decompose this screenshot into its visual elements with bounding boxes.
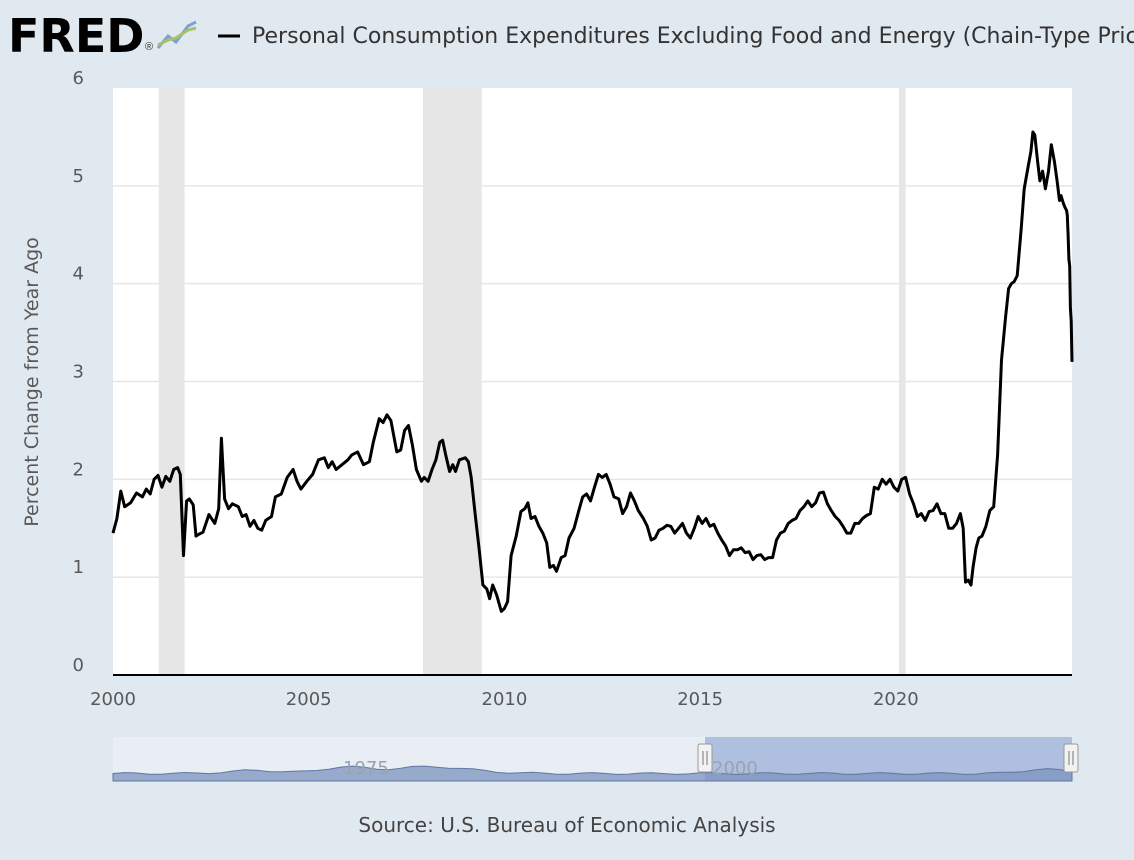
- navigator-left-handle[interactable]: [697, 743, 713, 773]
- legend: Personal Consumption Expenditures Exclud…: [218, 24, 1134, 49]
- x-tick-label-2010: 2010: [482, 689, 528, 710]
- y-tick-label-0: 0: [73, 655, 84, 676]
- line-chart-icon: [156, 18, 197, 50]
- y-tick-label-1: 1: [73, 557, 84, 578]
- x-tick-label-2005: 2005: [286, 689, 332, 710]
- y-axis-ticks: 0 1 2 3 4 5 6: [73, 68, 84, 676]
- source-note: Source: U.S. Bureau of Economic Analysis: [358, 813, 775, 837]
- y-tick-label-3: 3: [73, 362, 84, 383]
- navigator[interactable]: 1975 2000: [112, 737, 1079, 782]
- y-tick-label-2: 2: [73, 459, 84, 480]
- fred-logo[interactable]: FRED ®: [8, 9, 197, 63]
- navigator-label-1975: 1975: [343, 758, 389, 779]
- x-tick-label-2020: 2020: [873, 689, 919, 710]
- navigator-label-2000: 2000: [712, 758, 758, 779]
- y-axis-title: Percent Change from Year Ago: [21, 237, 43, 527]
- series-title: Personal Consumption Expenditures Exclud…: [252, 24, 1134, 49]
- x-tick-label-2015: 2015: [677, 689, 723, 710]
- x-tick-label-2000: 2000: [90, 689, 136, 710]
- logo-text: FRED: [8, 9, 144, 63]
- x-axis-ticks: 2000 2005 2010 2015 2020: [90, 689, 919, 710]
- series-line[interactable]: [111, 130, 1074, 613]
- navigator-series-area: [112, 765, 1073, 782]
- navigator-right-handle[interactable]: [1063, 743, 1079, 773]
- gridlines: [113, 185, 1072, 578]
- y-tick-label-6: 6: [73, 68, 84, 89]
- logo-registered-mark: ®: [145, 41, 153, 53]
- y-tick-label-4: 4: [73, 264, 84, 285]
- y-tick-label-5: 5: [73, 166, 84, 187]
